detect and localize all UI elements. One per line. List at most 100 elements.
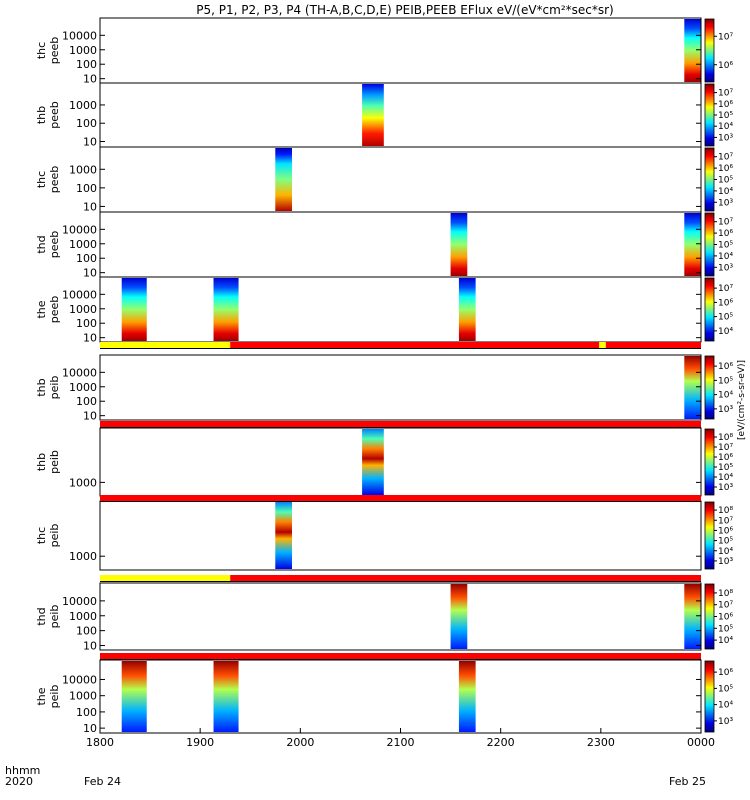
x-tick-label: 2000 <box>286 736 314 749</box>
colorbar-tick-label: 10⁴ <box>718 636 733 646</box>
y-tick-label: 10 <box>83 640 97 653</box>
x-tick-label: 2300 <box>587 736 615 749</box>
colorbar-tick-label: 10⁵ <box>718 111 733 121</box>
panel-label-product: peeb <box>48 296 61 324</box>
y-tick-label: 10 <box>83 722 97 735</box>
mode-bar-segment <box>230 575 701 581</box>
colorbar-tick-label: 10⁴ <box>718 187 733 197</box>
y-tick-label: 10 <box>83 267 97 280</box>
colorbar-tick-label: 10³ <box>718 557 733 567</box>
colorbar-tick-label: 10³ <box>718 717 733 727</box>
colorbar-tick-label: 10⁶ <box>718 229 733 239</box>
colorbar-tick-label: 10⁴ <box>718 252 733 262</box>
colorbar-tick-label: 10⁶ <box>718 164 733 174</box>
colorbar <box>704 501 715 570</box>
panel-frame <box>99 211 702 278</box>
panel-frame <box>99 354 702 421</box>
colorbar-tick-label: 10⁷ <box>718 218 733 228</box>
y-tick-label: 1000 <box>69 610 97 623</box>
panel-frame <box>99 500 702 571</box>
colorbar-tick-label: 10⁵ <box>718 537 733 547</box>
colorbar <box>704 83 715 147</box>
spectrogram-burst <box>684 356 701 419</box>
panel-label-probe: thc <box>35 527 48 544</box>
colorbar-tick-label: 10⁷ <box>718 443 733 453</box>
y-tick-label: 1000 <box>69 690 97 703</box>
spectrogram-burst <box>458 661 476 732</box>
spectrogram-burst <box>684 584 701 649</box>
x-tick-label: 0000 <box>687 736 715 749</box>
y-tick-label: 10000 <box>62 366 97 379</box>
panel-label-probe: thd <box>35 235 48 253</box>
panel-frame <box>99 659 702 734</box>
y-tick-label: 1000 <box>69 99 97 112</box>
panel-label-probe: thb <box>35 453 48 471</box>
y-tick-label: 10 <box>83 136 97 149</box>
colorbar-tick-label: 10⁴ <box>718 122 733 132</box>
panel-label-probe: the <box>35 687 48 705</box>
panel-10: 10 100 1000 10000 the peib 10³ 10⁴ 10⁵ 10⁶ <box>35 659 733 735</box>
panel-label-probe: thb <box>35 378 48 396</box>
x-tick-label: 2100 <box>387 736 415 749</box>
colorbar-tick-label: 10⁵ <box>718 684 733 694</box>
colorbar-tick-label: 10³ <box>718 483 733 493</box>
y-tick-label: 100 <box>76 117 97 130</box>
colorbar-tick-label: 10⁷ <box>718 32 733 42</box>
colorbar-tick-label: 10⁶ <box>718 100 733 110</box>
panel-frame <box>99 276 702 343</box>
y-tick-label: 1000 <box>69 550 97 563</box>
mode-bar-segment <box>100 495 701 501</box>
colorbar-tick-label: 10⁷ <box>718 284 733 294</box>
mode-bar-segment <box>599 342 606 348</box>
colorbar-tick-label: 10⁵ <box>718 241 733 251</box>
panel-label-probe: thc <box>35 42 48 59</box>
mode-bar-segment <box>100 575 231 581</box>
spectrogram-burst <box>458 278 476 341</box>
y-tick-label: 1000 <box>69 476 97 489</box>
y-tick-label: 10 <box>83 200 97 213</box>
colorbar-tick-label: 10³ <box>718 133 733 143</box>
colorbar <box>704 277 715 342</box>
panel-label-product: peib <box>48 524 61 548</box>
colorbar-tick-label: 10⁶ <box>718 61 733 71</box>
colorbar-tick-label: 10³ <box>718 405 733 415</box>
spectrogram-burst <box>213 278 239 341</box>
spectrogram-burst <box>121 278 147 341</box>
colorbar-tick-label: 10⁷ <box>718 601 733 611</box>
x-axis: 1800 1900 2000 2100 2200 2300 0000 <box>86 728 715 749</box>
colorbar-tick-label: 10⁶ <box>718 298 733 308</box>
colorbar-tick-label: 10⁵ <box>718 463 733 473</box>
panel-label-probe: thd <box>35 607 48 625</box>
colorbar-tick-label: 10⁷ <box>718 89 733 99</box>
colorbar-tick-label: 10⁸ <box>718 506 733 516</box>
colorbar-tick-label: 10⁴ <box>718 327 733 337</box>
panel-label-product: peib <box>48 605 61 629</box>
panel-frame <box>99 146 702 213</box>
y-tick-label: 1000 <box>69 163 97 176</box>
spectrogram-burst <box>362 429 384 495</box>
colorbar <box>704 355 715 420</box>
panel-label-product: peeb <box>48 37 61 65</box>
colorbar <box>704 147 715 212</box>
y-tick-label: 100 <box>76 58 97 71</box>
colorbar-tick-label: 10⁶ <box>718 613 733 623</box>
panel-label-product: peib <box>48 376 61 400</box>
mode-bar-segment <box>100 653 701 659</box>
y-tick-label: 100 <box>76 706 97 719</box>
y-tick-label: 1000 <box>69 303 97 316</box>
colorbar-tick-label: 10⁷ <box>718 153 733 163</box>
spectrogram-burst <box>450 584 468 649</box>
mode-bar-segment <box>605 342 701 348</box>
panel-frame <box>99 427 702 497</box>
colorbar-tick-label: 10⁸ <box>718 589 733 599</box>
y-tick-label: 1000 <box>69 238 97 251</box>
